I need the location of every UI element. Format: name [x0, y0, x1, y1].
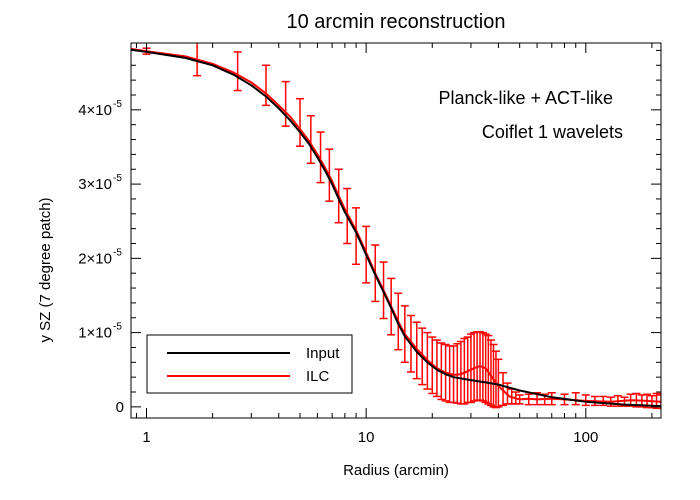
legend-label-ilc: ILC	[306, 368, 330, 385]
y-tick-exponent: -5	[113, 322, 122, 333]
y-tick-label: 3×10	[78, 176, 112, 193]
legend-box	[146, 334, 353, 394]
x-axis-label: Radius (arcmin)	[343, 462, 449, 479]
x-tick-label: 100	[573, 429, 598, 446]
plot-marks	[131, 43, 661, 410]
legend: Input ILC	[146, 334, 353, 394]
annotation-wavelets: Coiflet 1 wavelets	[482, 122, 623, 142]
y-tick-exponent: -5	[113, 247, 122, 258]
y-tick-exponent: -5	[113, 173, 122, 184]
series-line-input	[131, 48, 661, 408]
x-tick-label: 10	[358, 429, 375, 446]
y-tick-label: 0	[116, 399, 124, 416]
x-tick-label: 1	[142, 429, 150, 446]
y-tick-label: 4×10	[78, 102, 112, 119]
y-tick-label: 1×10	[78, 325, 112, 342]
annotation-instruments: Planck-like + ACT-like	[438, 88, 613, 108]
plot-frame	[130, 42, 662, 419]
legend-label-input: Input	[306, 345, 340, 362]
y-axis-label: y SZ (7 degree patch)	[37, 197, 54, 342]
y-tick-label: 2×10	[78, 250, 112, 267]
chart-title: 10 arcmin reconstruction	[287, 11, 506, 33]
y-tick-exponent: -5	[113, 99, 122, 110]
series-line-ilc	[131, 47, 661, 403]
plot-area	[131, 43, 661, 410]
